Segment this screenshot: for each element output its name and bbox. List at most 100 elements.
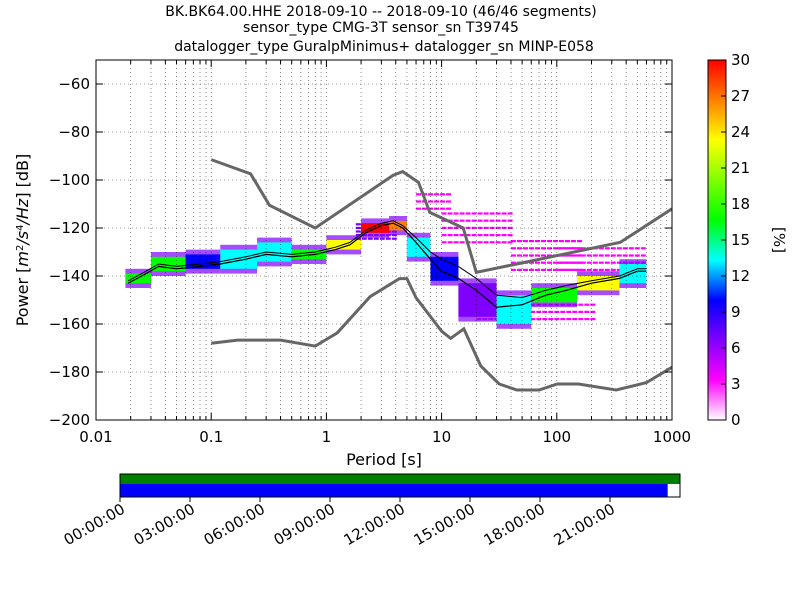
y-axis-label-part: 2 (15, 245, 26, 251)
density-cell (510, 261, 516, 264)
density-cell (440, 200, 446, 203)
density-cell (534, 268, 540, 271)
density-cell (568, 268, 574, 271)
density-cell (592, 268, 598, 271)
density-cell (516, 240, 522, 243)
density-cell (534, 254, 540, 257)
density-band (531, 288, 578, 303)
density-cell (471, 234, 477, 237)
density-cell (562, 268, 568, 271)
density-cell (447, 226, 453, 229)
y-tick-label: −180 (49, 363, 90, 381)
density-cell (355, 230, 361, 233)
density-cell (628, 247, 634, 250)
density-cell (592, 261, 598, 264)
density-cell (580, 247, 586, 250)
density-cell (522, 268, 528, 271)
density-cell (540, 261, 546, 264)
density-cell (590, 318, 596, 321)
density-cell (495, 219, 501, 222)
density-cell (434, 200, 440, 203)
density-cell (385, 237, 391, 240)
y-axis-ticks: −60 −80 −100 −120 −140 −160 −180 −200 (49, 75, 672, 429)
time-label: 09:00:00 (271, 500, 338, 549)
density-cell (580, 254, 586, 257)
y-tick-label: −160 (49, 315, 90, 333)
density-cell (465, 212, 471, 215)
density-cell (459, 234, 465, 237)
density-cell (540, 268, 546, 271)
density-cell (501, 241, 507, 244)
density-cell (501, 219, 507, 222)
density-cell (507, 219, 513, 222)
y-tick-label: −60 (58, 75, 90, 93)
density-cell (548, 310, 554, 313)
density-cell (453, 234, 459, 237)
density-cell (542, 310, 548, 313)
density-cell (367, 237, 373, 240)
density-cell (530, 310, 536, 313)
density-cell (446, 207, 452, 210)
density-cell (446, 200, 452, 203)
density-cell (552, 247, 558, 250)
density-cell (471, 226, 477, 229)
density-cell (546, 240, 552, 243)
colorbar-tick-label: 0 (731, 411, 741, 429)
density-cell (483, 219, 489, 222)
density-cell (568, 247, 574, 250)
y-axis-label-part: / (13, 218, 32, 227)
density-cell (507, 226, 513, 229)
density-cell (477, 219, 483, 222)
density-cell (578, 318, 584, 321)
y-axis-label-part: 4 (15, 225, 26, 231)
density-cell (552, 261, 558, 264)
density-cell (616, 247, 622, 250)
y-tick-label: −140 (49, 267, 90, 285)
density-cell (530, 318, 536, 321)
density-cell (361, 237, 367, 240)
density-cell (536, 318, 542, 321)
colorbar-tick-label: 27 (731, 87, 750, 105)
density-cell (459, 219, 465, 222)
colorbar: 0 3 6 9 12 15 18 21 24 27 30 (707, 51, 750, 429)
density-cell (548, 318, 554, 321)
density-cell (501, 234, 507, 237)
time-label: 03:00:00 (131, 500, 198, 549)
time-label: 21:00:00 (551, 500, 618, 549)
density-heatmap (125, 193, 647, 329)
y-axis-label-part: s (13, 231, 32, 239)
density-cell (574, 247, 580, 250)
density-cell (622, 247, 628, 250)
density-cell (540, 254, 546, 257)
density-cell (528, 268, 534, 271)
density-cell (604, 247, 610, 250)
y-axis-label-part: / (13, 238, 32, 247)
density-cell (459, 212, 465, 215)
density-band (150, 256, 186, 272)
colorbar-tick-label: 18 (731, 195, 750, 213)
density-cell (355, 226, 361, 229)
density-cell (586, 268, 592, 271)
density-cell (516, 247, 522, 250)
density-cell (522, 254, 528, 257)
density-cell (558, 240, 564, 243)
density-cell (634, 254, 640, 257)
x-axis-ticks: 0.01 0.1 1 10 100 1000 (79, 60, 691, 446)
density-cell (604, 254, 610, 257)
density-cell (507, 241, 513, 244)
title-line-1: BK.BK64.00.HHE 2018-09-10 -- 2018-09-10 … (165, 4, 597, 20)
density-cell (610, 254, 616, 257)
density-cell (471, 241, 477, 244)
colorbar-tick-label: 24 (731, 123, 750, 141)
y-axis-label: Power [m2/s4/Hz] [dB] (13, 154, 32, 327)
density-cell (598, 268, 604, 271)
density-cell (598, 247, 604, 250)
density-cell (552, 268, 558, 271)
density-cell (554, 318, 560, 321)
colorbar-tick-label: 12 (731, 267, 750, 285)
data-coverage-bar (119, 473, 681, 498)
density-cell (566, 318, 572, 321)
density-band (496, 295, 532, 324)
density-cell (592, 254, 598, 257)
